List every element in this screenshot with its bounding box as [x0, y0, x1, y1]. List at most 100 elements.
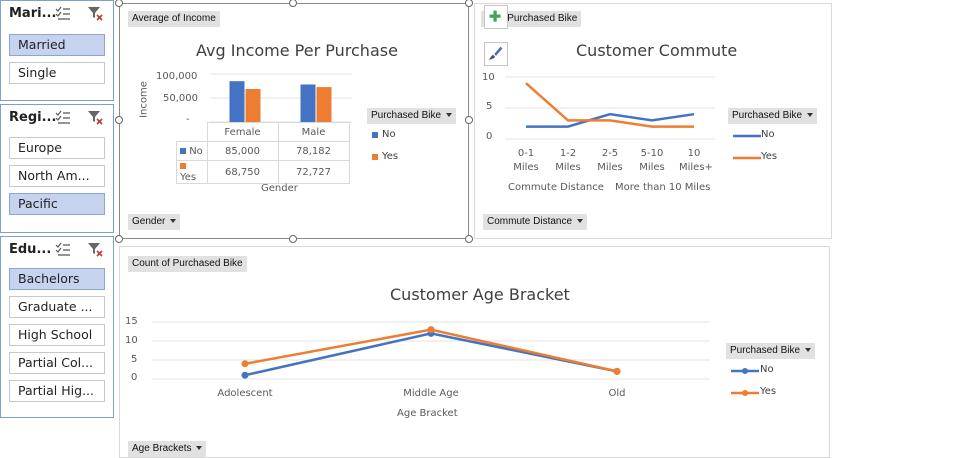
marital-status-slicer: Mari... Married Single — [0, 0, 114, 101]
x-axis-category-label: More than 10 Miles — [615, 182, 711, 193]
dropdown-arrow-icon — [196, 446, 203, 451]
resize-handle[interactable] — [115, 0, 123, 7]
clear-filter-icon[interactable] — [87, 241, 103, 257]
resize-handle[interactable] — [465, 0, 473, 7]
x-axis-category-label: Old — [608, 388, 626, 399]
chart-title: Customer Age Bracket — [390, 285, 570, 304]
legend-field-button[interactable]: Purchased Bike — [367, 108, 457, 124]
legend-field-button[interactable]: Purchased Bike — [726, 343, 816, 359]
y-tick: 100,000 — [156, 71, 198, 82]
legend-field-button[interactable]: Purchased Bike — [728, 108, 818, 124]
bar-no[interactable] — [229, 81, 245, 122]
education-slicer: Edu... Bachelors Graduate ... High Schoo… — [0, 236, 114, 418]
data-table-row: No 85,000 78,182 — [176, 141, 350, 161]
series-line-no[interactable] — [526, 112, 695, 128]
line-plot-area — [505, 76, 715, 140]
dropdown-arrow-icon — [577, 219, 584, 224]
slicer-item-pacific[interactable]: Pacific — [9, 193, 105, 215]
plus-icon — [489, 10, 501, 22]
clear-filter-icon[interactable] — [87, 109, 103, 125]
slicer-item-graduate[interactable]: Graduate ... — [9, 296, 105, 318]
data-table-cell: 72,727 — [277, 160, 350, 184]
dropdown-arrow-icon — [170, 219, 177, 224]
axis-field-button[interactable]: Commute Distance — [483, 214, 588, 230]
slicer-item-europe[interactable]: Europe — [9, 137, 105, 159]
bar-no[interactable] — [300, 84, 316, 122]
resize-handle[interactable] — [115, 235, 123, 243]
resize-handle[interactable] — [289, 235, 297, 243]
slicer-item-single[interactable]: Single — [9, 62, 105, 84]
value-field-label: nt of Purchased Bike — [485, 13, 578, 24]
commute-chart-panel[interactable]: nt of Purchased Bike Customer Commute 10… — [474, 3, 832, 239]
value-field-button[interactable]: Average of Income — [128, 11, 220, 27]
dropdown-arrow-icon — [446, 113, 453, 118]
legend-key-no — [180, 147, 186, 154]
resize-handle[interactable] — [465, 235, 473, 243]
bar-yes[interactable] — [316, 87, 332, 122]
bar-plot-area — [210, 73, 352, 123]
dropdown-arrow-icon — [807, 113, 814, 118]
legend-label: Yes — [760, 386, 777, 397]
x-axis-category-label: 1-2 Miles — [555, 148, 581, 173]
x-axis-category-label: Middle Age — [403, 388, 459, 399]
multi-select-icon[interactable] — [55, 241, 71, 257]
data-table-cell: 78,182 — [277, 141, 350, 161]
data-point-yes[interactable] — [613, 367, 621, 375]
slicer-item-north-america[interactable]: North Am... — [9, 165, 105, 187]
data-table-row-label: No — [176, 141, 208, 161]
chart-styles-button[interactable] — [484, 42, 508, 66]
income-chart-panel[interactable]: Average of Income Avg Income Per Purchas… — [119, 3, 469, 239]
clear-filter-icon[interactable] — [87, 5, 103, 21]
legend-label: No — [761, 129, 775, 140]
y-tick: 15 — [125, 316, 138, 327]
x-axis-title: Gender — [261, 183, 298, 194]
y-tick: 0 — [486, 131, 493, 142]
slicer-item-partial-college[interactable]: Partial Col... — [9, 352, 105, 374]
data-point-yes[interactable] — [241, 360, 249, 368]
data-table-header: Male — [277, 122, 350, 142]
legend-line-no — [731, 368, 759, 374]
data-point-no[interactable] — [241, 371, 249, 379]
data-table-header: Female — [206, 122, 279, 142]
chart-elements-button[interactable] — [484, 5, 508, 29]
value-field-label: Count of Purchased Bike — [132, 258, 243, 269]
axis-field-label: Age Brackets — [132, 443, 192, 454]
legend-key-yes — [180, 163, 186, 169]
data-point-yes[interactable] — [427, 326, 435, 334]
resize-handle[interactable] — [289, 0, 297, 7]
slicer-item-married[interactable]: Married — [9, 34, 105, 56]
series-line-yes[interactable] — [525, 82, 694, 128]
slicer-header: Mari... — [1, 1, 113, 27]
slicer-item-high-school[interactable]: High School — [9, 324, 105, 346]
legend-swatch-no — [372, 132, 378, 138]
axis-field-button[interactable]: Age Brackets — [128, 441, 207, 457]
slicer-item-partial-high-school[interactable]: Partial Hig... — [9, 380, 105, 402]
legend-swatch-yes — [372, 154, 378, 160]
legend-label: No — [760, 364, 774, 375]
slicer-item-bachelors[interactable]: Bachelors — [9, 268, 105, 290]
age-chart-panel[interactable]: Count of Purchased Bike Customer Age Bra… — [119, 246, 830, 458]
chart-title: Avg Income Per Purchase — [196, 41, 398, 60]
y-tick: 10 — [482, 72, 495, 83]
legend-field-label: Purchased Bike — [732, 110, 803, 121]
x-axis-category-label: 0-1 Miles — [513, 148, 539, 173]
resize-handle[interactable] — [465, 116, 473, 124]
multi-select-icon[interactable] — [55, 5, 71, 21]
x-axis-category-label: Adolescent — [217, 388, 273, 399]
multi-select-icon[interactable] — [55, 109, 71, 125]
slicer-title: Regi... — [9, 110, 57, 125]
legend-label: Yes — [761, 151, 778, 162]
slicer-header: Regi... — [1, 105, 113, 131]
legend-label: No — [382, 129, 396, 140]
axis-field-label: Gender — [132, 216, 166, 227]
legend-line-no — [733, 134, 761, 138]
legend-line-yes — [733, 156, 761, 160]
y-tick: - — [186, 114, 190, 125]
axis-field-button[interactable]: Gender — [128, 214, 181, 230]
line-plot-area — [152, 321, 710, 380]
y-axis-title: Income — [138, 81, 150, 118]
bar-yes[interactable] — [245, 89, 261, 122]
x-axis-category-label: 5-10 Miles — [639, 148, 665, 173]
resize-handle[interactable] — [115, 116, 123, 124]
value-field-button[interactable]: Count of Purchased Bike — [128, 256, 247, 272]
